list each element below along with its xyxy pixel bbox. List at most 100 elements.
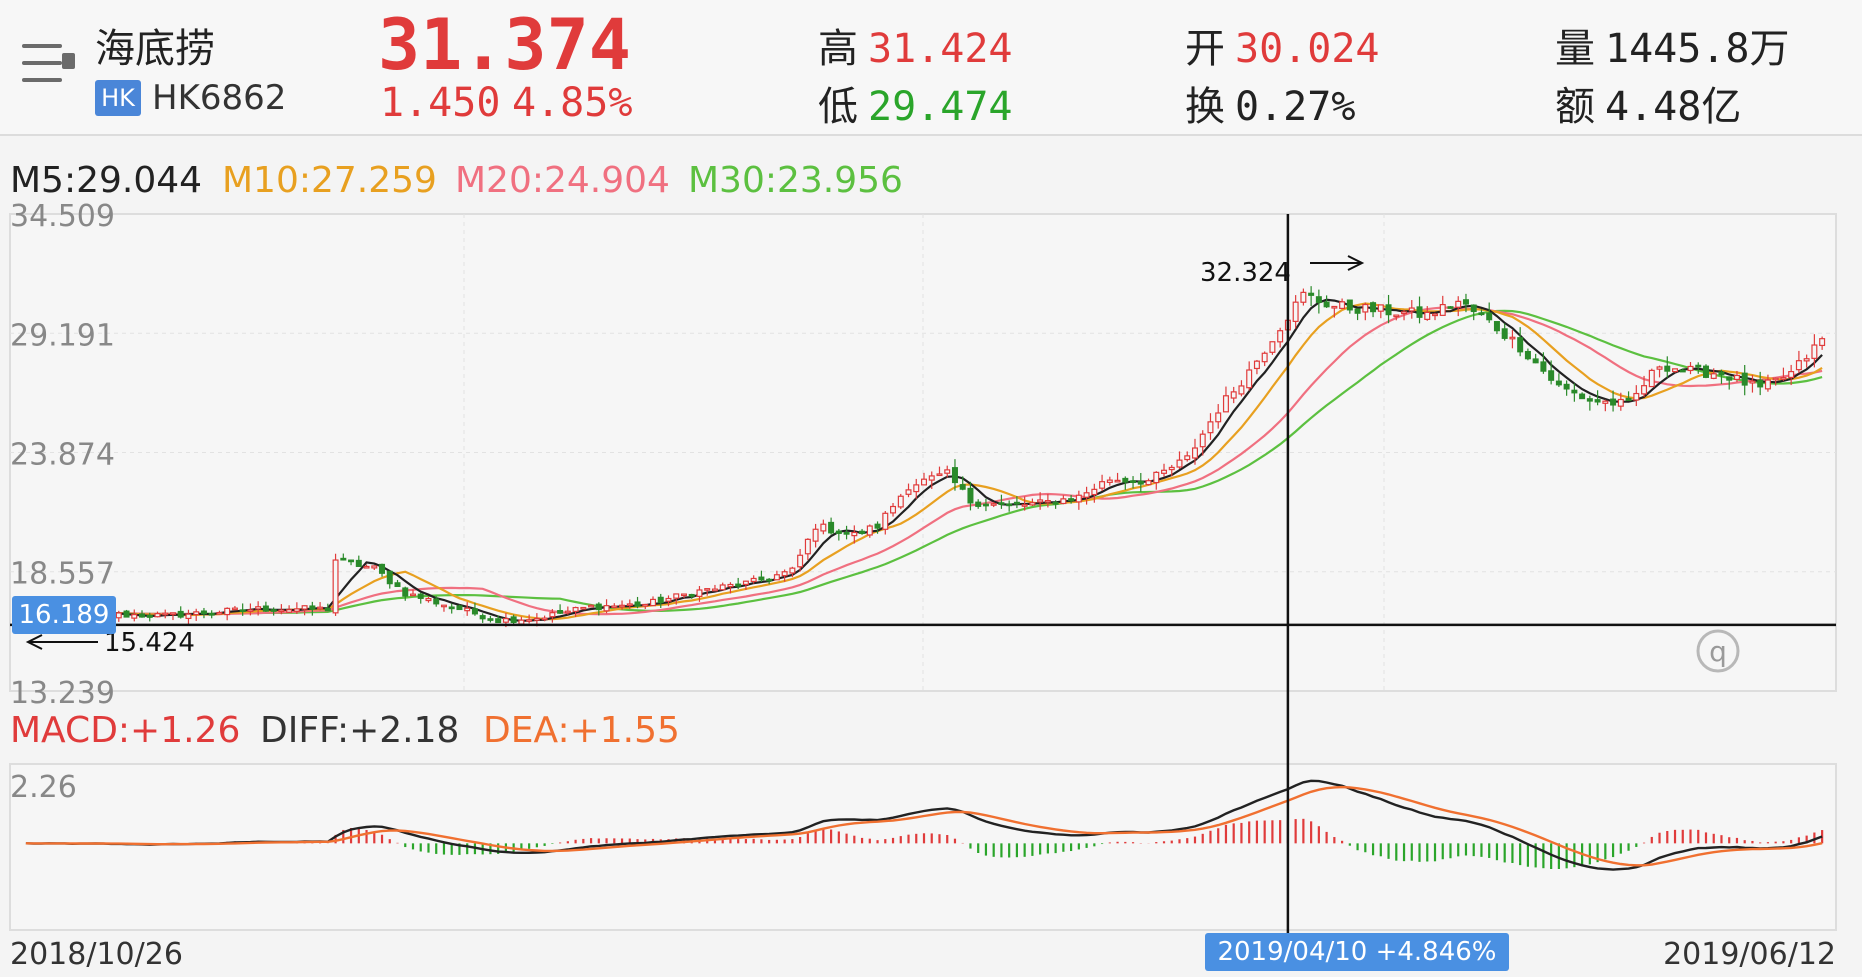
candle-body	[1749, 380, 1756, 384]
candle-body	[1819, 338, 1826, 347]
stock-name: 海底捞	[95, 26, 215, 72]
candle-body	[526, 619, 533, 622]
candle-body	[642, 603, 649, 607]
candle-body	[1493, 321, 1500, 332]
candle-body	[324, 607, 331, 612]
price-tick-label: 23.874	[10, 438, 115, 473]
candle-body	[897, 495, 904, 508]
price-tick-label: 13.239	[10, 676, 115, 711]
candle-body	[696, 589, 703, 597]
price-axis: 34.509 29.191 23.874 18.557 13.239	[10, 199, 115, 711]
candle-body	[1362, 303, 1369, 313]
candle-body	[1439, 303, 1446, 316]
candle-body	[363, 565, 370, 569]
candle-body	[1029, 502, 1036, 506]
candle-body	[379, 563, 386, 574]
candle-body	[944, 469, 951, 474]
stat-turnover-rate: 换 0.27%	[1185, 84, 1356, 130]
candle-body	[340, 557, 347, 561]
candle-body	[1555, 380, 1562, 386]
candle-body	[123, 610, 130, 618]
candle-body	[1672, 368, 1679, 373]
candle-body	[1726, 376, 1733, 381]
stat-low: 低 29.474	[818, 84, 1013, 130]
low-annotation: 15.424	[104, 628, 195, 658]
candle-body	[766, 578, 773, 582]
candle-body	[533, 617, 540, 621]
candle-body	[1261, 352, 1268, 363]
candle-body	[1524, 350, 1531, 360]
candle-body	[967, 487, 974, 504]
candle-body	[1617, 398, 1624, 407]
candle-body	[1633, 392, 1640, 401]
candle-body	[680, 593, 687, 597]
candle-body	[162, 612, 169, 616]
price-tick-label: 18.557	[10, 557, 115, 592]
candle-body	[890, 505, 897, 514]
candle-body	[1664, 365, 1671, 372]
candle-body	[139, 613, 146, 618]
x-end-label: 2019/06/12	[1663, 937, 1836, 972]
candle-body	[1346, 299, 1353, 311]
candle-body	[1455, 300, 1462, 308]
candle-body	[518, 619, 525, 625]
candle-body	[1006, 503, 1013, 507]
candle-body	[580, 606, 587, 610]
candle-body	[1339, 301, 1346, 309]
candle-body	[619, 604, 626, 608]
price-change-percent: 4.85%	[512, 80, 633, 126]
candle-body	[1052, 501, 1059, 505]
candle-body	[348, 559, 355, 563]
candle-body	[719, 584, 726, 591]
candle-body	[920, 478, 928, 486]
candle-body	[1408, 307, 1415, 312]
magnify-icon[interactable]: q	[1696, 629, 1740, 673]
candle-body	[1013, 501, 1020, 505]
candle-body	[1788, 371, 1795, 378]
ma10-legend: M10:27.259	[222, 160, 437, 201]
candle-body	[247, 609, 254, 613]
candle-body	[572, 606, 579, 612]
candle-body	[216, 611, 223, 615]
candle-body	[781, 571, 788, 577]
candle-body	[355, 559, 362, 567]
svg-text:q: q	[1709, 635, 1727, 668]
candle-body	[1764, 379, 1771, 390]
candle-body	[309, 605, 316, 610]
candle-body	[1447, 306, 1454, 309]
dea-legend: DEA:+1.55	[483, 710, 680, 751]
high-arrow-head	[1347, 255, 1365, 271]
stat-open: 开 30.024	[1185, 26, 1380, 72]
candle-body	[115, 612, 122, 619]
candle-body	[1579, 393, 1586, 400]
candle-body	[1679, 369, 1686, 373]
candle-body	[611, 605, 618, 609]
candle-body	[487, 618, 494, 621]
candle-body	[727, 583, 734, 588]
candle-body	[1540, 361, 1547, 372]
price-tick-label: 34.509	[10, 199, 115, 234]
candle-body	[1486, 312, 1493, 321]
ma30-line	[25, 309, 1823, 616]
menu-icon[interactable]	[22, 44, 75, 86]
candle-body	[859, 530, 866, 535]
macd-legend: MACD:+1.26	[10, 710, 241, 751]
candle-body	[1741, 372, 1748, 386]
candle-body	[448, 606, 455, 610]
candle-body	[1478, 312, 1485, 316]
candle-body	[1215, 412, 1222, 423]
candle-body	[1571, 389, 1578, 394]
candle-body	[866, 525, 873, 536]
candle-body	[409, 593, 416, 597]
candle-body	[394, 582, 401, 588]
candle-body	[650, 598, 657, 607]
stock-code: HK6862	[152, 78, 287, 118]
candle-body	[990, 503, 997, 506]
macd-tick-label: 2.26	[10, 770, 77, 805]
candle-body	[1795, 360, 1802, 371]
candle-body	[1710, 373, 1717, 379]
candle-body	[1106, 479, 1113, 483]
candle-body	[1292, 301, 1299, 322]
candle-body	[510, 616, 517, 624]
